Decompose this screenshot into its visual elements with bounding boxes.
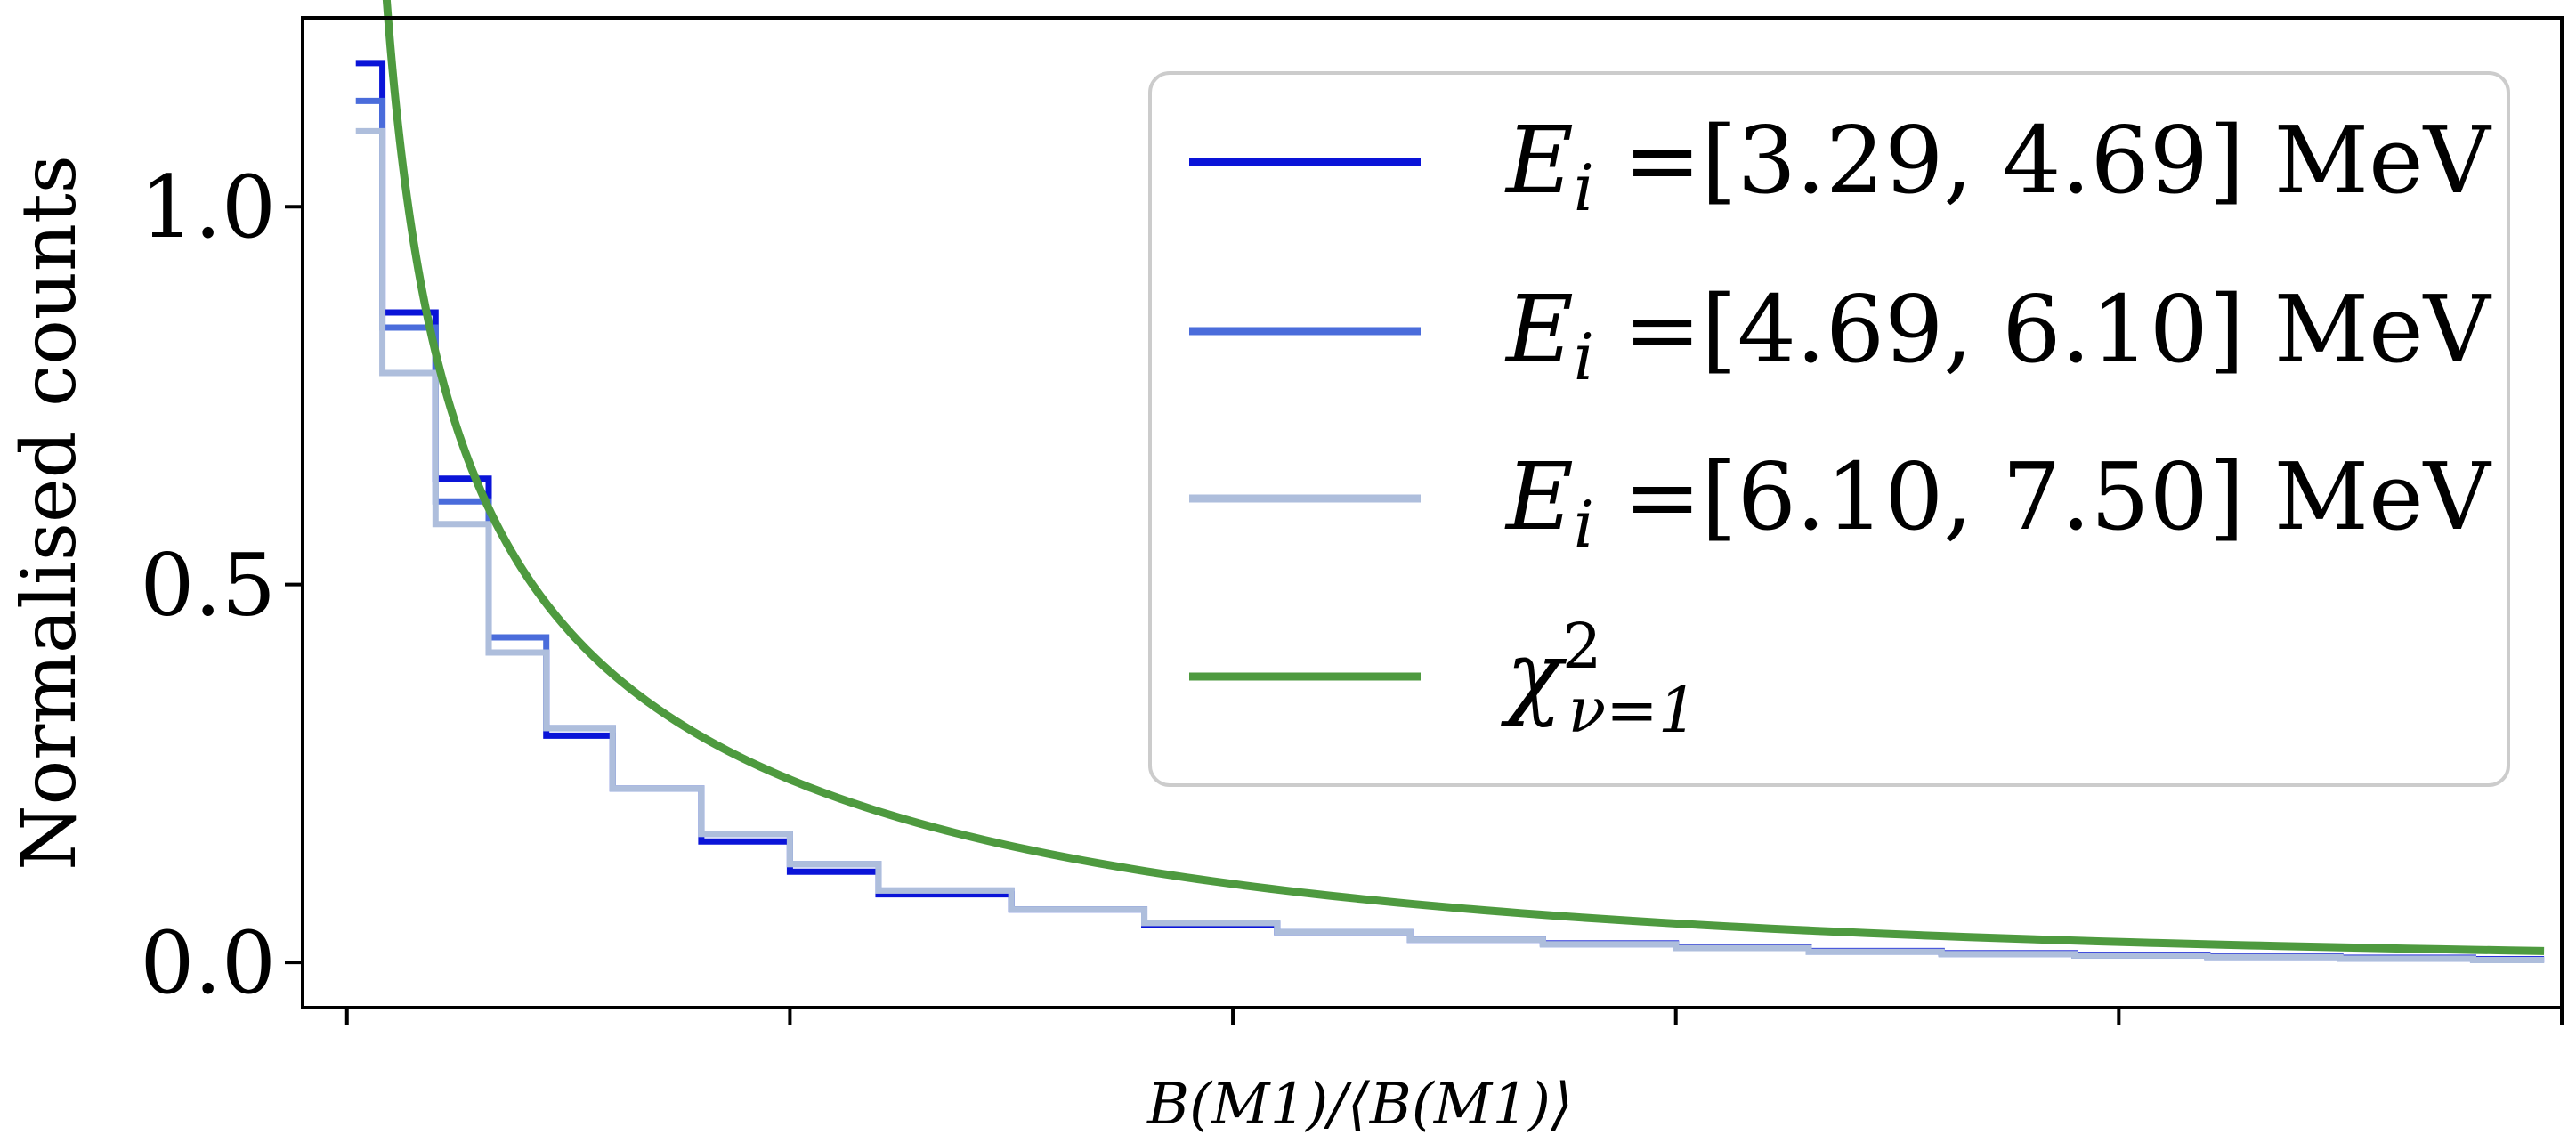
legend-label-3: χ2 ν=1: [1500, 610, 1697, 747]
legend-label-1: Ei =[4.69, 6.10] MeV: [1504, 275, 2492, 394]
series-2-step-line: [355, 127, 2545, 964]
y-tick-label-0: 0.0: [140, 913, 276, 1013]
plot-area: [355, 0, 2545, 964]
legend-label-0: Ei =[3.29, 4.69] MeV: [1504, 106, 2492, 225]
legend-box: [1148, 71, 2510, 787]
legend: Ei =[3.29, 4.69] MeV Ei =[4.69, 6.10] MeV…: [1148, 71, 2510, 787]
plot-frame: [301, 16, 2564, 1009]
series-3-curve: [382, 0, 2545, 955]
y-axis-label: Normalised counts: [5, 155, 93, 871]
y-tick-label-2: 1.0: [140, 158, 276, 257]
x-axis: [344, 1008, 2564, 1025]
y-tick-label-1: 0.5: [140, 536, 276, 636]
legend-label-2: Ei =[6.10, 7.50] MeV: [1504, 442, 2492, 562]
y-axis: 0.0 0.5 1.0: [140, 158, 303, 1013]
x-axis-label: B(M1)/⟨B(M1)⟩: [1146, 1072, 1573, 1138]
